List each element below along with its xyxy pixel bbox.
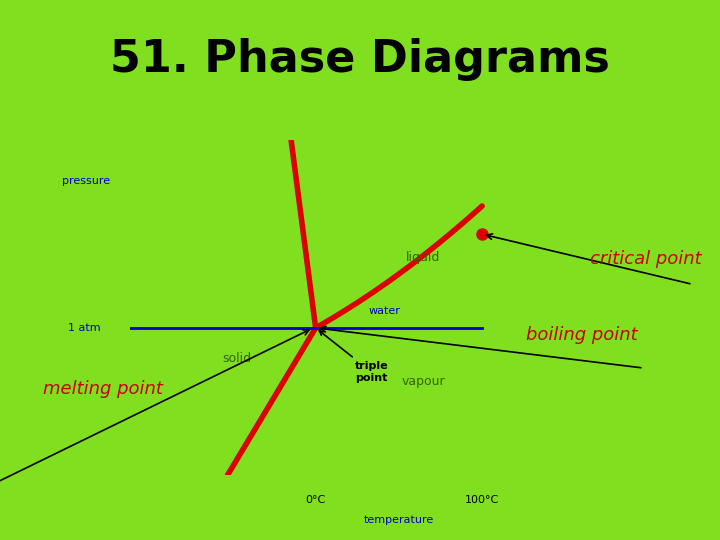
Text: solid: solid xyxy=(222,352,252,365)
Text: critical point: critical point xyxy=(590,250,702,268)
Text: 100°C: 100°C xyxy=(465,495,499,505)
Text: liquid: liquid xyxy=(406,251,441,264)
Text: pressure: pressure xyxy=(62,176,110,186)
Text: 0°C: 0°C xyxy=(305,495,325,505)
Text: triple
point: triple point xyxy=(319,331,389,383)
Text: boiling point: boiling point xyxy=(526,326,637,344)
Text: 51. Phase Diagrams: 51. Phase Diagrams xyxy=(110,38,610,81)
Text: water: water xyxy=(368,306,400,316)
Text: temperature: temperature xyxy=(364,515,434,525)
Text: melting point: melting point xyxy=(43,380,163,398)
Text: 1 atm: 1 atm xyxy=(68,323,100,333)
Text: vapour: vapour xyxy=(402,375,445,388)
